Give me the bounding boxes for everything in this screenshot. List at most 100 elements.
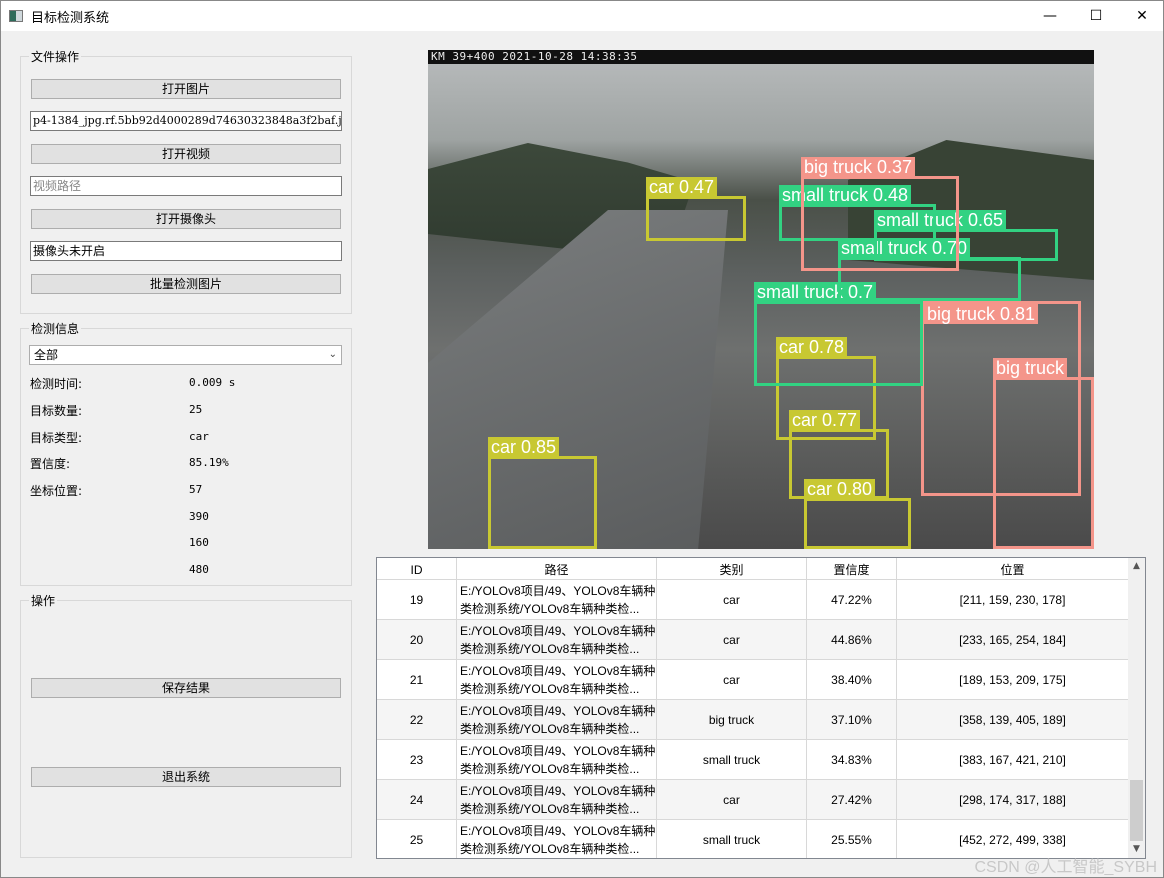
row-confidence: 47.22%	[807, 580, 897, 619]
header-class[interactable]: 类别	[657, 558, 807, 582]
row-confidence: 44.86%	[807, 620, 897, 659]
vertical-scrollbar[interactable]: ▲ ▼	[1128, 558, 1145, 858]
detection-box: small truck 0.65	[874, 210, 1058, 261]
video-path-field[interactable]: 视频路径	[30, 176, 342, 196]
table-row[interactable]: 23 E:/YOLOv8项目/49、YOLOv8车辆种类检测系统/YOLOv8车辆…	[377, 739, 1129, 779]
detection-label: small truck 0.7	[754, 282, 877, 302]
ymin-value: 390	[189, 510, 209, 523]
row-confidence: 37.10%	[807, 700, 897, 739]
row-class: small truck	[657, 740, 807, 779]
watermark: CSDN @人工智能_SYBH	[974, 859, 1158, 876]
detection-box: small truck 0.7	[754, 282, 923, 386]
xmax-value: 160	[189, 536, 209, 549]
table-header: ID 路径 类别 置信度 位置	[377, 558, 1129, 582]
row-class: small truck	[657, 820, 807, 858]
detection-label: small truck 0.48	[779, 185, 912, 205]
row-id: 23	[377, 740, 457, 779]
detection-label: car 0.85	[488, 437, 560, 457]
row-path: E:/YOLOv8项目/49、YOLOv8车辆种类检测系统/YOLOv8车辆种类…	[457, 740, 657, 779]
detection-label: big truck	[993, 358, 1068, 378]
detection-box: car 0.77	[789, 410, 889, 499]
table-row[interactable]: 20 E:/YOLOv8项目/49、YOLOv8车辆种类检测系统/YOLOv8车辆…	[377, 619, 1129, 659]
image-timestamp: KM 39+400 2021-10-28 14:38:35	[428, 50, 1094, 64]
type-value: car	[189, 430, 209, 443]
open-image-button[interactable]: 打开图片	[31, 79, 341, 99]
minimize-button[interactable]: —	[1043, 8, 1057, 24]
table-row[interactable]: 25 E:/YOLOv8项目/49、YOLOv8车辆种类检测系统/YOLOv8车辆…	[377, 819, 1129, 858]
detection-box: small truck 0.70	[838, 238, 1021, 301]
title-bar: 目标检测系统 — ☐ ✕	[1, 1, 1163, 31]
row-path: E:/YOLOv8项目/49、YOLOv8车辆种类检测系统/YOLOv8车辆种类…	[457, 580, 657, 619]
table-row[interactable]: 21 E:/YOLOv8项目/49、YOLOv8车辆种类检测系统/YOLOv8车辆…	[377, 659, 1129, 699]
row-position: [298, 174, 317, 188]	[897, 780, 1129, 819]
count-value: 25	[189, 403, 203, 416]
row-path: E:/YOLOv8项目/49、YOLOv8车辆种类检测系统/YOLOv8车辆种类…	[457, 660, 657, 699]
camera-status-field[interactable]: 摄像头未开启	[30, 241, 342, 261]
row-id: 24	[377, 780, 457, 819]
detection-box: big truck 0.81	[921, 301, 1081, 496]
time-value: 0.009 s	[189, 376, 236, 389]
row-id: 20	[377, 620, 457, 659]
row-class: car	[657, 780, 807, 819]
actions-group: 操作 保存结果 退出系统	[20, 592, 352, 858]
ymax-value: 480	[189, 563, 209, 576]
row-id: 22	[377, 700, 457, 739]
detection-label: car 0.78	[776, 337, 848, 357]
detection-label: big truck 0.81	[924, 304, 1039, 324]
row-position: [189, 153, 209, 175]	[897, 660, 1129, 699]
position-label: 坐标位置:	[30, 484, 83, 498]
group-title: 检测信息	[29, 320, 82, 337]
detection-label: car 0.77	[789, 410, 861, 430]
detection-box: big truck	[993, 358, 1094, 549]
row-confidence: 25.55%	[807, 820, 897, 858]
detection-box: big truck 0.37	[801, 157, 959, 271]
count-label: 目标数量:	[30, 404, 83, 418]
save-results-button[interactable]: 保存结果	[31, 678, 341, 698]
row-position: [358, 139, 405, 189]	[897, 700, 1129, 739]
batch-detect-button[interactable]: 批量检测图片	[31, 274, 341, 294]
window-title: 目标检测系统	[31, 10, 110, 26]
header-confidence[interactable]: 置信度	[807, 558, 897, 582]
row-path: E:/YOLOv8项目/49、YOLOv8车辆种类检测系统/YOLOv8车辆种类…	[457, 620, 657, 659]
scroll-up-icon[interactable]: ▲	[1133, 561, 1140, 571]
row-confidence: 27.42%	[807, 780, 897, 819]
detection-box: car 0.80	[804, 479, 911, 549]
row-class: big truck	[657, 700, 807, 739]
detection-box: car 0.85	[488, 437, 597, 549]
confidence-label: 置信度:	[30, 457, 71, 471]
detection-label: car 0.80	[804, 479, 876, 499]
table-row[interactable]: 22 E:/YOLOv8项目/49、YOLOv8车辆种类检测系统/YOLOv8车辆…	[377, 699, 1129, 739]
scroll-thumb[interactable]	[1130, 780, 1143, 841]
row-position: [233, 165, 254, 184]	[897, 620, 1129, 659]
detection-label: small truck 0.70	[838, 238, 971, 258]
xmin-value: 57	[189, 483, 203, 496]
detection-box: car 0.78	[776, 337, 876, 440]
detection-image: KM 39+400 2021-10-28 14:38:35 car 0.85 ca…	[428, 50, 1094, 549]
row-id: 19	[377, 580, 457, 619]
row-confidence: 34.83%	[807, 740, 897, 779]
header-path[interactable]: 路径	[457, 558, 657, 582]
open-video-button[interactable]: 打开视频	[31, 144, 341, 164]
row-position: [452, 272, 499, 338]	[897, 820, 1129, 858]
scroll-down-icon[interactable]: ▼	[1133, 844, 1140, 854]
row-class: car	[657, 580, 807, 619]
results-table[interactable]: ID 路径 类别 置信度 位置 19 E:/YOLOv8项目/49、YOLOv8车…	[376, 557, 1146, 859]
row-confidence: 38.40%	[807, 660, 897, 699]
row-id: 21	[377, 660, 457, 699]
group-title: 操作	[29, 592, 58, 609]
row-path: E:/YOLOv8项目/49、YOLOv8车辆种类检测系统/YOLOv8车辆种类…	[457, 700, 657, 739]
header-id[interactable]: ID	[377, 558, 457, 582]
exit-button[interactable]: 退出系统	[31, 767, 341, 787]
open-camera-button[interactable]: 打开摄像头	[31, 209, 341, 229]
table-row[interactable]: 24 E:/YOLOv8项目/49、YOLOv8车辆种类检测系统/YOLOv8车辆…	[377, 779, 1129, 819]
row-id: 25	[377, 820, 457, 858]
chevron-down-icon: ⌄	[328, 349, 337, 360]
close-button[interactable]: ✕	[1136, 8, 1148, 24]
table-row[interactable]: 19 E:/YOLOv8项目/49、YOLOv8车辆种类检测系统/YOLOv8车辆…	[377, 579, 1129, 619]
image-path-field[interactable]: p4-1384_jpg.rf.5bb92d4000289d74630323848…	[30, 111, 342, 131]
maximize-button[interactable]: ☐	[1089, 8, 1103, 24]
target-select[interactable]: 全部 ⌄	[29, 345, 342, 365]
row-class: car	[657, 620, 807, 659]
row-path: E:/YOLOv8项目/49、YOLOv8车辆种类检测系统/YOLOv8车辆种类…	[457, 820, 657, 858]
detection-info-group: 检测信息 全部 ⌄ 检测时间: 0.009 s 目标数量: 25 目标类型: ca…	[20, 320, 352, 586]
